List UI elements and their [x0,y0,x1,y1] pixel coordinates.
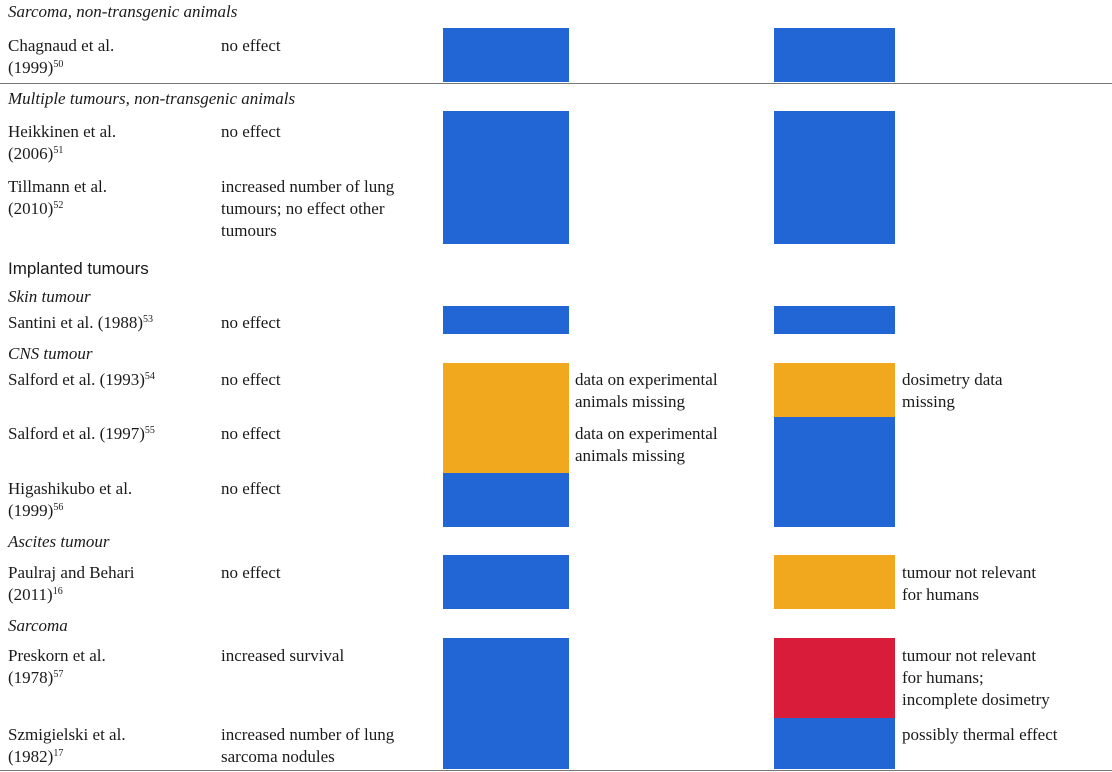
study-effect: sarcoma nodules [221,747,335,766]
study-citation: Heikkinen et al. [8,122,117,141]
study-citation: Higashikubo et al. [8,479,133,498]
study-effect: no effect [221,370,281,389]
dosimetry-note: incomplete dosimetry [902,690,1050,709]
dosimetry-block-orange [774,555,895,609]
subheading-ascites: Ascites tumour [8,532,110,551]
section-heading-sarcoma-nontransgenic: Sarcoma, non-transgenic animals [8,2,238,21]
quality-note: data on experimental [575,370,718,389]
study-effect: no effect [221,122,281,141]
dosimetry-block-blue [774,417,895,527]
quality-block-blue [443,638,569,769]
ref-number: 52 [53,200,64,211]
ref-number: 55 [144,425,155,436]
ref-number: 16 [52,586,63,597]
study-year: (1999)50 [8,58,64,77]
study-citation: Tillmann et al. [8,177,108,196]
dosimetry-note: for humans; [902,668,984,687]
study-year: (1978)57 [8,668,64,687]
dosimetry-note: tumour not relevant [902,646,1037,665]
subheading-cns: CNS tumour [8,344,93,363]
quality-block-blue [443,28,569,82]
quality-block-blue [443,111,569,244]
ref-number: 57 [53,669,64,680]
dosimetry-note: tumour not relevant [902,563,1037,582]
ref-number: 51 [53,145,64,156]
subheading-skin: Skin tumour [8,287,91,306]
dosimetry-block-blue [774,306,895,334]
study-citation: Preskorn et al. [8,646,106,665]
study-effect: tumours [221,221,277,240]
quality-block-orange [443,363,569,473]
study-year: (1982)17 [8,747,64,766]
dosimetry-note: for humans [902,585,979,604]
ref-number: 53 [143,314,154,325]
ref-number: 54 [144,371,155,382]
quality-note: animals missing [575,392,686,411]
quality-block-blue [443,306,569,334]
quality-block-blue [443,555,569,609]
study-effect: tumours; no effect other [221,199,385,218]
study-citation: Szmigielski et al. [8,725,126,744]
study-effect: no effect [221,36,281,55]
table-bottom-rule [0,770,1112,771]
study-citation: Paulraj and Behari [8,563,135,582]
study-citation: Chagnaud et al. [8,36,115,55]
dosimetry-block-blue [774,28,895,82]
study-effect: increased number of lung [221,177,395,196]
section-heading-implanted: Implanted tumours [8,259,149,278]
quality-note: data on experimental [575,424,718,443]
dosimetry-block-red [774,638,895,718]
ref-number: 17 [53,748,64,759]
study-year: (1999)56 [8,501,64,520]
dosimetry-note: dosimetry data [902,370,1003,389]
dosimetry-note: possibly thermal effect [902,725,1058,744]
dosimetry-block-orange [774,363,895,417]
study-year: (2010)52 [8,199,64,218]
ref-number: 50 [53,59,64,70]
study-effect: increased number of lung [221,725,395,744]
study-year: (2011)16 [8,585,63,604]
section-heading-multiple-nontransgenic: Multiple tumours, non-transgenic animals [8,89,296,108]
dosimetry-note: missing [902,392,955,411]
study-effect: no effect [221,313,281,332]
study-effect: no effect [221,424,281,443]
study-effect: increased survival [221,646,345,665]
dosimetry-block-blue [774,718,895,769]
study-effect: no effect [221,563,281,582]
ref-number: 56 [53,502,64,513]
study-effect: no effect [221,479,281,498]
dosimetry-block-blue [774,111,895,244]
study-citation: Salford et al. (1997)55 [8,424,155,443]
row-divider [0,83,1112,84]
study-citation: Santini et al. (1988)53 [8,313,154,332]
subheading-sarcoma: Sarcoma [8,616,68,635]
quality-block-blue [443,473,569,527]
quality-note: animals missing [575,446,686,465]
study-year: (2006)51 [8,144,64,163]
study-citation: Salford et al. (1993)54 [8,370,155,389]
